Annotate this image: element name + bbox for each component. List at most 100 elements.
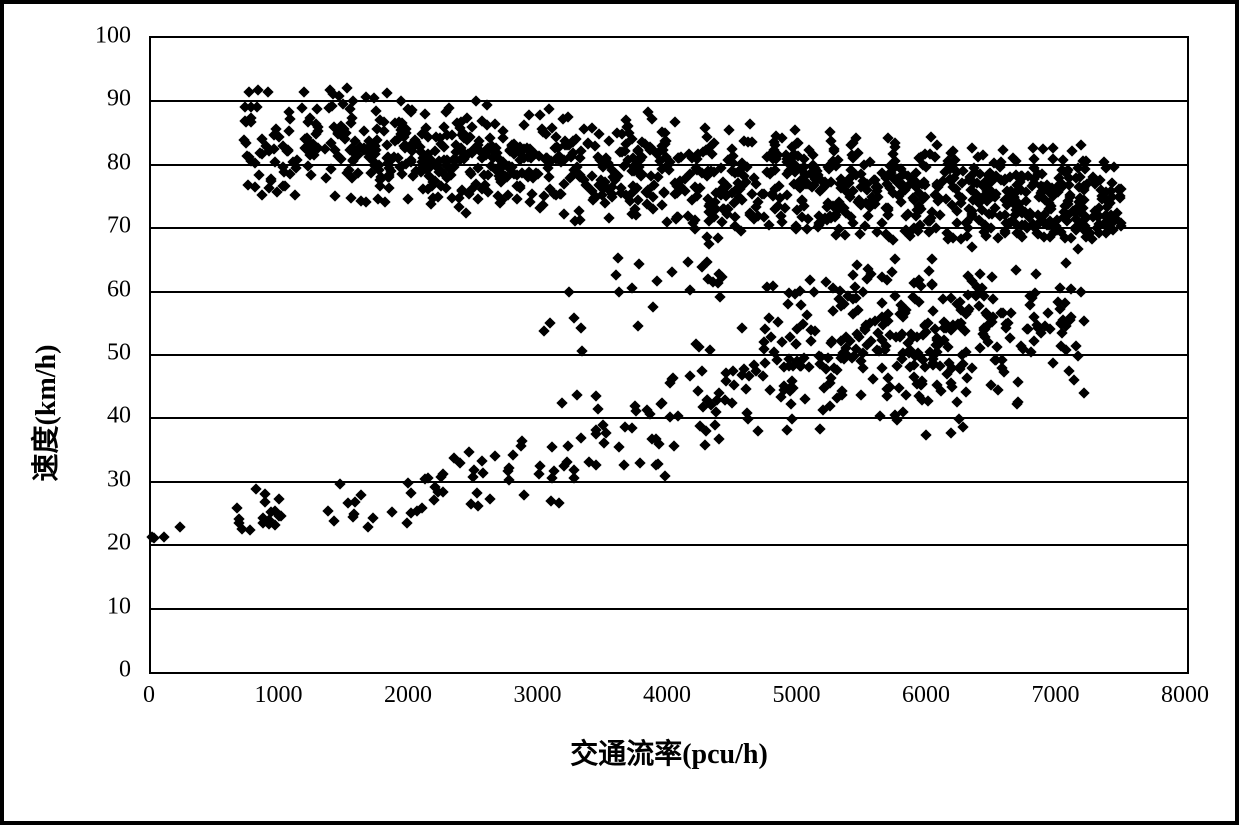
scatter-point	[867, 373, 878, 384]
scatter-point	[804, 275, 815, 286]
chart-outer-frame: 速度(km/h) 交通流率(pcu/h) 0102030405060708090…	[0, 0, 1239, 825]
scatter-point	[806, 336, 817, 347]
y-tick-label: 0	[71, 657, 131, 684]
scatter-point	[799, 393, 810, 404]
scatter-point	[651, 275, 662, 286]
scatter-point	[966, 242, 977, 253]
scatter-point	[848, 269, 859, 280]
scatter-point	[709, 419, 720, 430]
scatter-point	[1078, 316, 1089, 327]
scatter-point	[714, 291, 725, 302]
scatter-point	[619, 459, 630, 470]
scatter-point	[485, 493, 496, 504]
scatter-point	[786, 398, 797, 409]
gridline-h	[151, 544, 1187, 546]
scatter-point	[669, 116, 680, 127]
scatter-point	[1073, 243, 1084, 254]
scatter-point	[473, 193, 484, 204]
y-tick-label: 80	[71, 149, 131, 176]
scatter-point	[603, 212, 614, 223]
scatter-point	[454, 458, 465, 469]
scatter-point	[1037, 143, 1048, 154]
scatter-point	[1010, 265, 1021, 276]
y-axis-title: 速度(km/h)	[24, 344, 64, 481]
x-tick-label: 4000	[643, 682, 691, 709]
scatter-point	[1075, 286, 1086, 297]
scatter-point	[986, 272, 997, 283]
scatter-point	[1012, 376, 1023, 387]
scatter-point	[533, 468, 544, 479]
scatter-point	[634, 458, 645, 469]
scatter-point	[231, 502, 242, 513]
scatter-point	[1065, 283, 1076, 294]
y-tick-label: 60	[71, 276, 131, 303]
scatter-point	[420, 108, 431, 119]
scatter-point	[926, 279, 937, 290]
scatter-point	[342, 82, 353, 93]
scatter-point	[174, 521, 185, 532]
x-tick-label: 2000	[384, 682, 432, 709]
scatter-point	[744, 119, 755, 130]
x-tick-label: 8000	[1161, 682, 1209, 709]
x-tick-label: 0	[143, 682, 155, 709]
scatter-point	[322, 505, 333, 516]
gridline-h	[151, 100, 1187, 102]
scatter-point	[402, 193, 413, 204]
scatter-point	[752, 426, 763, 437]
scatter-point	[786, 413, 797, 424]
scatter-point	[1042, 307, 1053, 318]
scatter-point	[463, 447, 474, 458]
scatter-point	[727, 143, 738, 154]
scatter-point	[524, 196, 535, 207]
scatter-point	[253, 170, 264, 181]
scatter-point	[328, 515, 339, 526]
scatter-point	[544, 103, 555, 114]
scatter-point	[1047, 357, 1058, 368]
scatter-point	[546, 441, 557, 452]
scatter-point	[667, 266, 678, 277]
scatter-point	[900, 390, 911, 401]
scatter-point	[736, 323, 747, 334]
scatter-point	[387, 507, 398, 518]
scatter-point	[632, 320, 643, 331]
scatter-point	[951, 397, 962, 408]
y-tick-label: 20	[71, 530, 131, 557]
scatter-point	[564, 287, 575, 298]
scatter-point	[603, 136, 614, 147]
scatter-point	[713, 232, 724, 243]
scatter-point	[713, 434, 724, 445]
scatter-point	[781, 424, 792, 435]
scatter-point	[684, 285, 695, 296]
scatter-point	[273, 494, 284, 505]
scatter-point	[260, 496, 271, 507]
scatter-point	[997, 145, 1008, 156]
scatter-point	[889, 254, 900, 265]
scatter-point	[876, 297, 887, 308]
scatter-point	[523, 109, 534, 120]
scatter-point	[568, 312, 579, 323]
scatter-point	[405, 487, 416, 498]
scatter-point	[489, 450, 500, 461]
scatter-point	[790, 125, 801, 136]
scatter-point	[961, 372, 972, 383]
y-tick-label: 10	[71, 593, 131, 620]
scatter-point	[477, 455, 488, 466]
scatter-point	[945, 427, 956, 438]
scatter-point	[936, 386, 947, 397]
y-tick-label: 90	[71, 86, 131, 113]
scatter-point	[329, 190, 340, 201]
scatter-point	[470, 95, 481, 106]
scatter-point	[960, 386, 971, 397]
scatter-point	[575, 432, 586, 443]
scatter-point	[923, 266, 934, 277]
scatter-point	[974, 268, 985, 279]
scatter-point	[519, 119, 530, 130]
scatter-point	[600, 427, 611, 438]
scatter-point	[1005, 332, 1016, 343]
x-axis-title: 交通流率(pcu/h)	[570, 732, 768, 772]
scatter-point	[543, 171, 554, 182]
scatter-point	[472, 488, 483, 499]
scatter-point	[489, 118, 500, 129]
scatter-point	[1030, 269, 1041, 280]
scatter-point	[808, 286, 819, 297]
